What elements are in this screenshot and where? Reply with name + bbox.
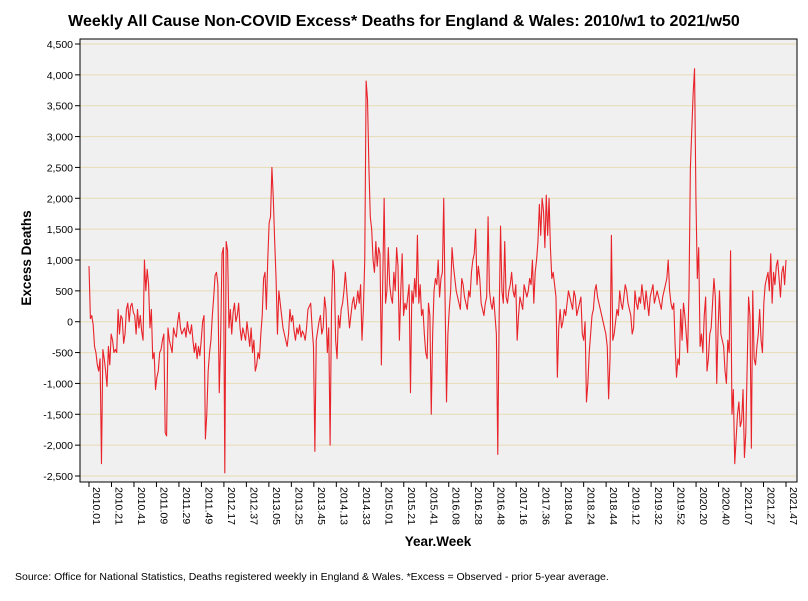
x-tick-label: 2020.40 — [720, 487, 732, 525]
x-tick-label: 2021.07 — [742, 487, 754, 525]
x-tick-label: 2017.16 — [517, 487, 529, 525]
y-tick-label: -2,000 — [43, 440, 73, 452]
x-tick-label: 2018.24 — [585, 487, 597, 525]
x-tick-label: 2010.01 — [90, 487, 102, 525]
y-tick-label: 3,000 — [47, 132, 73, 144]
x-tick-label: 2019.12 — [630, 487, 642, 525]
x-tick-label: 2012.37 — [247, 487, 259, 525]
x-tick-label: 2015.41 — [427, 487, 439, 525]
x-tick-label: 2011.29 — [180, 487, 192, 524]
x-tick-label: 2012.17 — [225, 487, 237, 525]
x-axis: 2010.01 2010.21 2010.41 2011.09 2011.29 2011.… — [88, 482, 799, 525]
y-tick-label: -2,500 — [43, 471, 73, 483]
x-tick-label: 2020.20 — [697, 487, 709, 525]
y-axis-label: Excess Deaths — [19, 210, 34, 305]
x-tick-label: 2015.01 — [382, 487, 394, 525]
y-tick-label: -1,000 — [43, 378, 73, 390]
y-tick-label: 2,500 — [47, 162, 73, 174]
y-tick-label: -1,500 — [43, 409, 73, 421]
y-tick-label: 1,000 — [47, 255, 73, 267]
x-tick-label: 2013.45 — [315, 487, 327, 525]
y-tick-label: 4,500 — [47, 39, 73, 51]
x-tick-label: 2016.48 — [495, 487, 507, 525]
x-tick-label: 2019.52 — [675, 487, 687, 525]
y-axis: -2,500 -2,000 -1,500 -1,000 -500 0 500 1,000 1,5… — [43, 39, 80, 483]
y-tick-label: 500 — [55, 286, 73, 298]
x-tick-label: 2021.47 — [787, 487, 799, 525]
x-tick-label: 2019.32 — [652, 487, 664, 525]
x-tick-label: 2013.25 — [292, 487, 304, 525]
x-tick-label: 2010.41 — [135, 487, 147, 525]
gridlines — [80, 43, 797, 477]
plot-border — [79, 38, 798, 483]
x-tick-label: 2018.44 — [607, 487, 619, 525]
x-tick-label: 2015.21 — [405, 487, 417, 525]
y-tick-label: 1,500 — [47, 224, 73, 236]
x-axis-label: Year.Week — [405, 534, 472, 549]
chart-title: Weekly All Cause Non-COVID Excess* Death… — [68, 13, 740, 30]
x-tick-label: 2016.28 — [472, 487, 484, 525]
y-tick-label: 2,000 — [47, 193, 73, 205]
y-tick-label: 4,000 — [47, 70, 73, 82]
x-tick-label: 2013.05 — [270, 487, 282, 525]
source-note: Source: Office for National Statistics, … — [15, 571, 609, 583]
x-tick-label: 2014.33 — [360, 487, 372, 525]
x-tick-label: 2011.09 — [157, 487, 169, 524]
x-tick-label: 2011.49 — [202, 487, 214, 524]
x-tick-label: 2018.04 — [562, 487, 574, 525]
x-tick-label: 2010.21 — [112, 487, 124, 525]
y-tick-label: -500 — [52, 348, 73, 360]
x-tick-label: 2016.08 — [450, 487, 462, 525]
series-line — [88, 68, 787, 474]
series — [88, 68, 787, 474]
x-tick-label: 2017.36 — [540, 487, 552, 525]
y-tick-label: 0 — [67, 317, 73, 329]
x-tick-label: 2021.27 — [765, 487, 777, 525]
y-tick-label: 3,500 — [47, 101, 73, 113]
x-tick-label: 2014.13 — [337, 487, 349, 525]
